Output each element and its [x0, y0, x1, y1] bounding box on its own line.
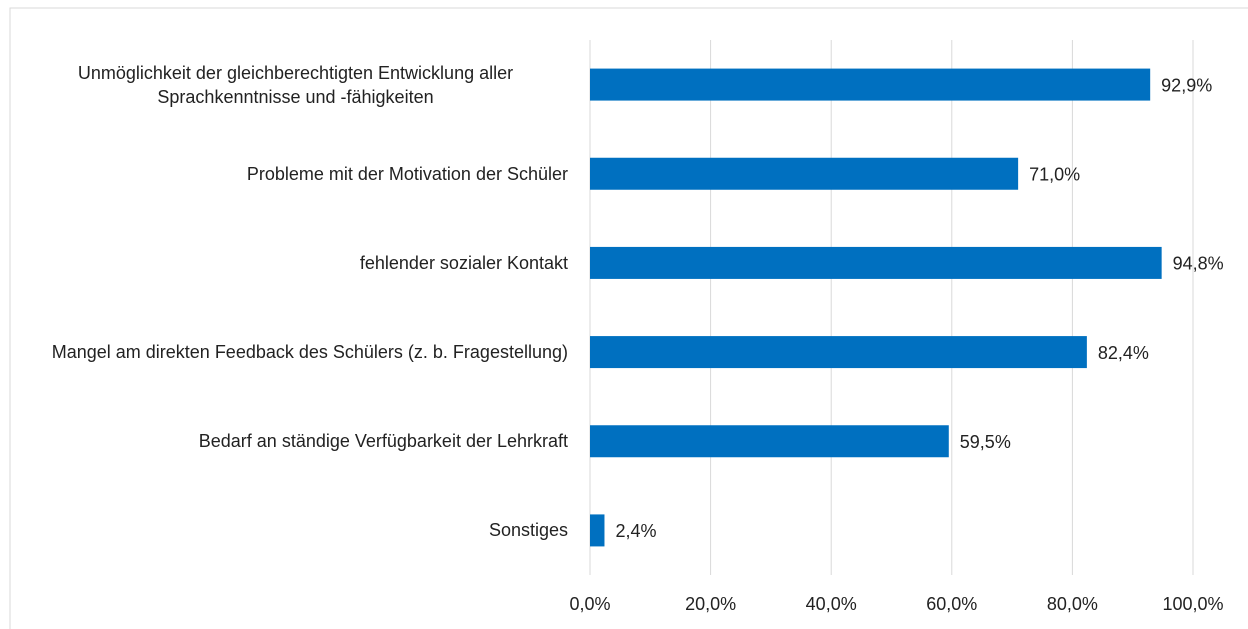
x-tick-label: 60,0%	[926, 594, 977, 614]
value-label: 92,9%	[1161, 75, 1212, 95]
bar	[590, 246, 1162, 279]
x-tick-label: 100,0%	[1162, 594, 1223, 614]
value-label: 94,8%	[1173, 254, 1224, 274]
bar	[590, 514, 605, 547]
category-label: Probleme mit der Motivation der Schüler	[246, 163, 568, 184]
category-label: fehlender sozialer Kontakt	[359, 252, 568, 273]
bar	[590, 336, 1087, 369]
value-label: 59,5%	[960, 432, 1011, 452]
bar	[590, 157, 1019, 190]
x-tick-label: 80,0%	[1047, 594, 1098, 614]
value-label: 71,0%	[1029, 165, 1080, 185]
bar	[590, 425, 949, 458]
category-label: Sonstiges	[488, 520, 568, 541]
category-label: Bedarf an ständige Verfügbarkeit der Leh…	[198, 431, 568, 452]
x-tick-label: 0,0%	[569, 594, 610, 614]
x-tick-label: 40,0%	[806, 594, 857, 614]
chart-border	[9, 7, 1248, 629]
category-label: Mangel am direkten Feedback des Schülers…	[51, 342, 568, 363]
bar	[590, 68, 1151, 101]
value-label: 82,4%	[1098, 343, 1149, 363]
value-label: 2,4%	[615, 521, 656, 541]
category-label: Unmöglichkeit der gleichberechtigten Ent…	[77, 62, 514, 107]
x-tick-label: 20,0%	[685, 594, 736, 614]
